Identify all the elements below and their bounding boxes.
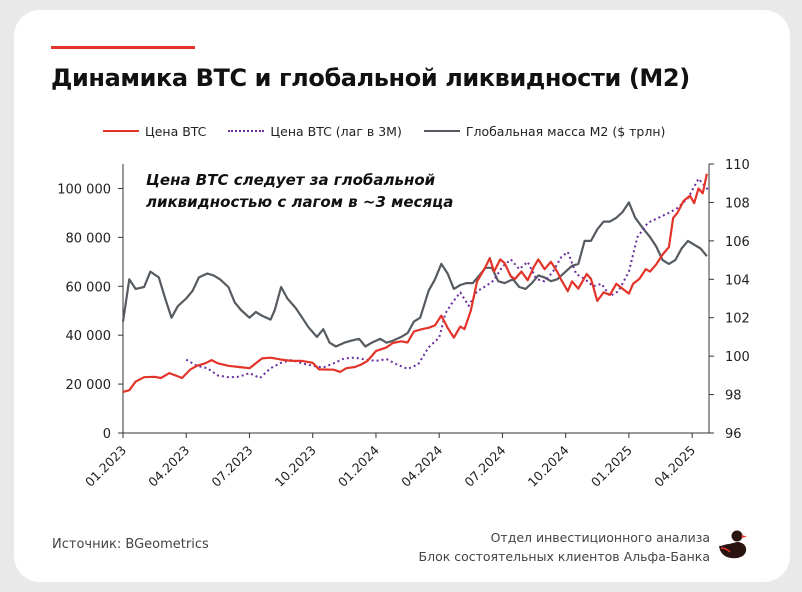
- source-note: Источник: BGeometrics: [52, 537, 209, 552]
- x-tick-label: 01.2023: [82, 443, 129, 490]
- x-tick-label: 04.2025: [651, 443, 698, 490]
- x-tick-label: 04.2023: [145, 443, 192, 490]
- y-right-tick-label: 102: [725, 312, 750, 327]
- legend-swatch-m2: [423, 130, 460, 132]
- accent-rule: [51, 46, 195, 49]
- y-left-tick-label: 60 000: [66, 280, 112, 295]
- chart-title: Динамика BTC и глобальной ликвидности (M…: [51, 64, 690, 92]
- y-right-tick-label: 104: [725, 273, 750, 288]
- x-tick-label: 01.2025: [588, 443, 635, 490]
- series-btc-price-lag: [185, 177, 710, 379]
- y-right-tick-label: 108: [725, 196, 750, 211]
- legend-item-btc-lag: Цена BTC (лаг в 3М): [228, 123, 402, 139]
- y-right-tick-label: 100: [725, 350, 750, 365]
- chart-legend: Цена BTC Цена BTC (лаг в 3М) Глобальная …: [103, 122, 687, 140]
- x-tick-label: 10.2023: [272, 443, 319, 490]
- org-line-1: Отдел инвестиционного анализа: [490, 530, 710, 545]
- legend-item-m2: Глобальная масса М2 ($ трлн): [423, 123, 666, 139]
- x-tick-label: 07.2023: [208, 443, 255, 490]
- legend-swatch-btc: [103, 130, 139, 132]
- y-left-tick-label: 100 000: [57, 182, 111, 197]
- legend-label-m2: Глобальная масса М2 ($ трлн): [465, 123, 666, 139]
- duck-icon: [719, 530, 747, 559]
- y-right-tick-label: 110: [725, 158, 750, 173]
- series-btc-price: [122, 173, 708, 393]
- y-left-tick-label: 0: [103, 427, 111, 442]
- org-line-2: Блок состоятельных клиентов Альфа-Банка: [418, 549, 711, 564]
- x-tick-label: 04.2024: [398, 442, 445, 489]
- y-left-tick-label: 20 000: [66, 378, 112, 393]
- y-left-tick-label: 80 000: [66, 231, 112, 246]
- series-global-m2: [121, 201, 708, 348]
- y-right-tick-label: 106: [725, 235, 750, 250]
- chart-card: [14, 10, 790, 582]
- chart-annotation: Цена BTC следует за глобальной ликвиднос…: [146, 169, 506, 213]
- legend-label-btc: Цена BTC: [145, 123, 207, 139]
- y-left-tick-label: 40 000: [66, 329, 112, 344]
- x-tick-label: 07.2024: [461, 442, 508, 489]
- x-tick-label: 01.2024: [335, 442, 382, 489]
- y-right-tick-label: 96: [725, 427, 742, 442]
- annotation-line-1: Цена BTC следует за глобальной: [146, 171, 436, 189]
- annotation-line-2: ликвидностью с лагом в ~3 месяца: [146, 193, 454, 211]
- x-tick-label: 10.2024: [525, 442, 572, 489]
- y-right-tick-label: 98: [725, 389, 742, 404]
- legend-item-btc: Цена BTC: [103, 124, 206, 139]
- org-credit: Отдел инвестиционного анализа Блок состо…: [419, 528, 711, 566]
- legend-swatch-btc-lag: [228, 130, 265, 132]
- legend-label-btc-lag: Цена BTC (лаг в 3М): [270, 123, 402, 139]
